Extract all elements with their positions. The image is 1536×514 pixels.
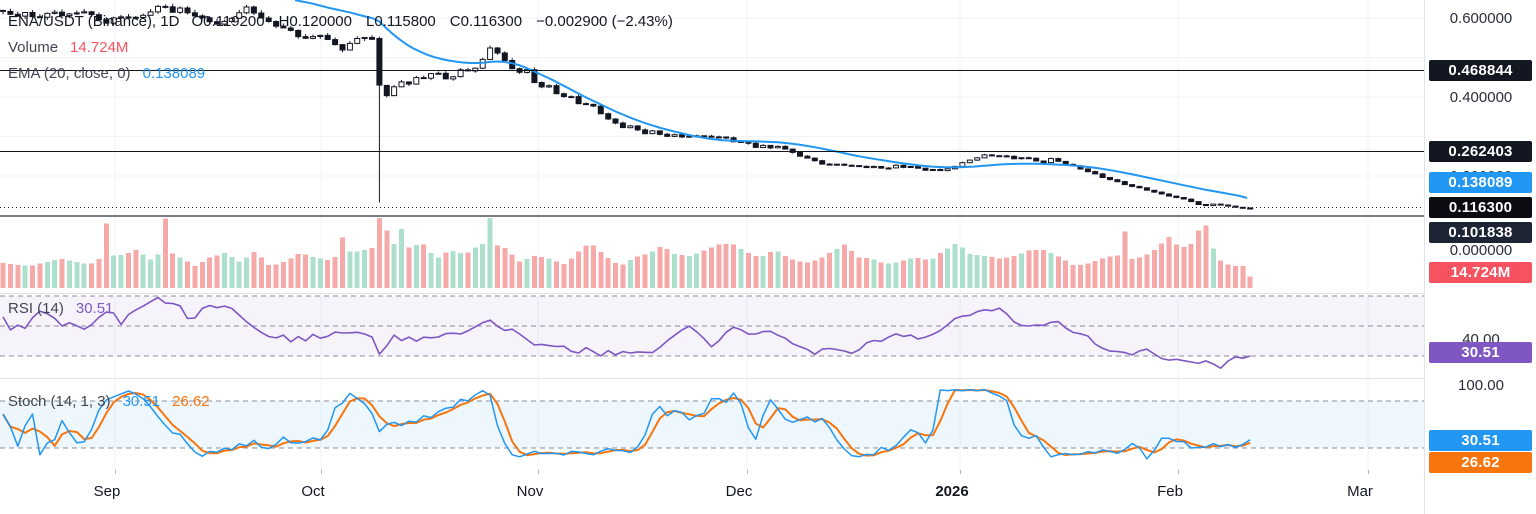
stoch-d-value: 26.62 <box>172 393 210 410</box>
ema-label: EMA (20, close, 0) <box>8 65 131 82</box>
time-axis-tick <box>115 470 116 474</box>
rsi-label: RSI (14) <box>8 300 64 317</box>
axis-price-label: 0.400000 <box>1449 89 1513 106</box>
time-axis-tick <box>1368 470 1369 474</box>
time-axis-label: Feb <box>1157 483 1183 500</box>
ema-value: 0.138089 <box>142 65 206 82</box>
time-axis-tick <box>538 470 539 474</box>
volume-value-badge: 14.724M <box>1429 261 1532 283</box>
last-price-badge: 0.116300 <box>1429 196 1532 218</box>
high-value: H0.120000 <box>278 13 352 30</box>
time-axis-label: Sep <box>93 483 121 500</box>
time-axis-label: Nov <box>516 483 544 500</box>
price-scale-axis[interactable]: 0.6000000.4000000.2000000.00000040.00100… <box>1424 0 1536 514</box>
pane-separator[interactable] <box>0 293 1536 294</box>
volume-value: 14.724M <box>70 39 129 56</box>
time-scale-axis[interactable]: Sep Oct Nov Dec 2026 Feb Mar <box>0 470 1424 514</box>
stoch-d-line[interactable] <box>2 389 1251 457</box>
chart-canvas[interactable] <box>0 0 1424 470</box>
stoch-k-line[interactable] <box>2 388 1251 460</box>
rsi-legend-row[interactable]: RSI (14) 30.51 <box>8 300 113 317</box>
stoch-d-badge: 26.62 <box>1429 451 1532 473</box>
stoch-k-badge: 30.51 <box>1429 429 1532 451</box>
stoch-k-value: 30.51 <box>122 393 161 410</box>
pane-separator[interactable] <box>0 215 1536 217</box>
time-axis-label: 2026 <box>935 483 969 500</box>
rsi-value-badge: 30.51 <box>1429 341 1532 363</box>
volume-label: Volume <box>8 39 59 56</box>
ema-line[interactable] <box>294 0 1248 199</box>
time-axis-tick <box>747 470 748 474</box>
stoch-legend-row[interactable]: Stoch (14, 1, 3) 30.51 26.62 <box>8 393 210 410</box>
change-value: −0.002900 (−2.43%) <box>536 13 673 30</box>
time-axis-tick <box>960 470 961 474</box>
rsi-value: 30.51 <box>75 300 114 317</box>
time-axis-tick <box>1178 470 1179 474</box>
stoch-label: Stoch (14, 1, 3) <box>8 393 111 410</box>
time-axis-label: Oct <box>301 483 325 500</box>
symbol-title[interactable]: ENA/USDT (Binance), 1D <box>8 13 180 30</box>
grid-lines <box>0 0 1424 470</box>
candlestick-series[interactable] <box>0 3 1254 210</box>
volume-series[interactable] <box>0 217 1253 289</box>
volume-legend-row[interactable]: Volume 14.724M <box>8 39 128 56</box>
ema-value-badge: 0.138089 <box>1429 171 1532 193</box>
ohlc-values: O0.119200 H0.120000 L0.115800 C0.116300 −0.0… <box>191 13 672 30</box>
pane-separator[interactable] <box>0 378 1536 379</box>
open-value: O0.119200 <box>191 13 265 30</box>
hline-price-badge: 0.262403 <box>1429 140 1532 162</box>
time-axis-label: Mar <box>1347 483 1373 500</box>
hline-price-badge: 0.101838 <box>1429 221 1532 243</box>
time-axis-tick <box>321 470 322 474</box>
low-value: L0.115800 <box>365 13 436 30</box>
ema-legend-row[interactable]: EMA (20, close, 0) 0.138089 <box>8 65 205 82</box>
close-value: C0.116300 <box>449 13 523 30</box>
rsi-line[interactable] <box>2 296 1251 370</box>
time-axis-label: Dec <box>725 483 753 500</box>
axis-price-label: 0.000000 <box>1449 242 1513 259</box>
hline-price-badge: 0.468844 <box>1429 59 1532 81</box>
horizontal-price-lines[interactable] <box>0 70 1424 152</box>
symbol-legend-row[interactable]: ENA/USDT (Binance), 1D O0.119200 H0.12000… <box>8 13 673 30</box>
axis-price-label: 100.00 <box>1458 377 1504 394</box>
chart-plot-area[interactable] <box>0 0 1424 470</box>
axis-price-label: 0.600000 <box>1449 10 1513 27</box>
